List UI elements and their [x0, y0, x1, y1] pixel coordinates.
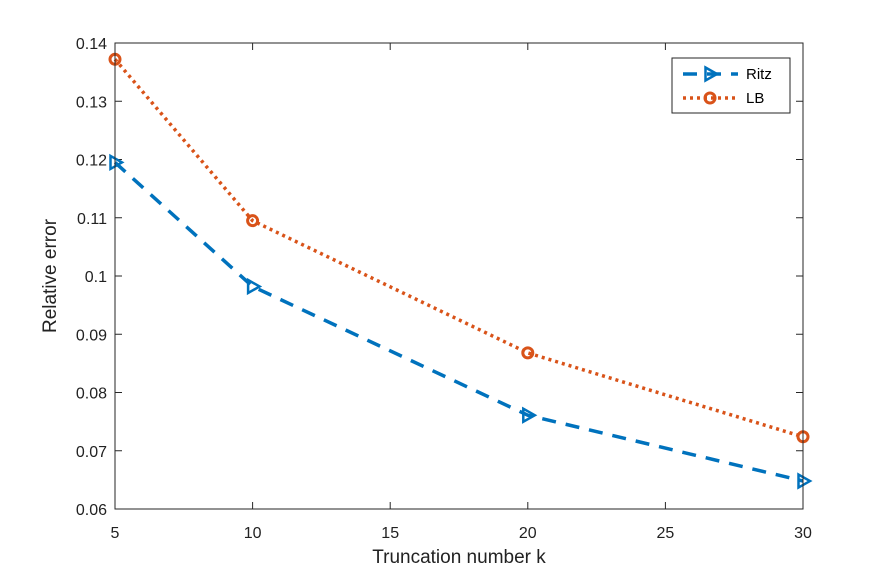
y-tick-label: 0.13: [76, 94, 107, 111]
legend[interactable]: Ritz LB: [671, 57, 791, 114]
tick-labels: 5 10 15 20 25 30 0.06 0.07 0.08 0.09 0.1 0.11 0.12 0.…: [76, 36, 812, 542]
x-tick-label: 15: [381, 525, 399, 542]
x-tick-label: 30: [794, 525, 812, 542]
series-line-ritz: [113, 161, 804, 483]
y-tick-label: 0.1: [85, 269, 107, 286]
x-tick-label: 25: [657, 525, 675, 542]
data-point-lb: [246, 214, 260, 228]
y-tick-label: 0.12: [76, 153, 107, 170]
y-tick-label: 0.08: [76, 386, 107, 403]
series-layer: [108, 52, 813, 490]
legend-label-lb: LB: [746, 90, 764, 107]
y-tick-label: 0.11: [77, 211, 107, 228]
series-line-lb: [113, 58, 804, 439]
legend-entries: [683, 65, 738, 105]
data-point-lb: [521, 346, 535, 360]
x-axis-title: Truncation number k: [372, 547, 546, 568]
x-tick-label: 5: [111, 525, 120, 542]
legend-marker-ritz: [704, 65, 720, 83]
legend-label-ritz: Ritz: [746, 66, 772, 83]
y-tick-label: 0.06: [76, 502, 107, 519]
y-tick-label: 0.09: [76, 327, 107, 344]
plot-frame: [114, 42, 804, 510]
y-axis-title: Relative error: [40, 218, 61, 333]
y-tick-label: 0.07: [76, 444, 107, 461]
data-point-ritz: [522, 406, 538, 424]
data-point-ritz: [797, 472, 813, 490]
x-tick-label: 10: [244, 525, 262, 542]
y-tick-label: 0.14: [76, 36, 107, 53]
plot-area: [115, 43, 803, 509]
data-point-ritz: [246, 277, 263, 296]
legend-marker-lb: [703, 91, 717, 105]
data-point-ritz: [109, 153, 125, 172]
series-ritz: [109, 153, 813, 490]
legend-box: [671, 57, 791, 114]
x-tick-label: 20: [519, 525, 537, 542]
